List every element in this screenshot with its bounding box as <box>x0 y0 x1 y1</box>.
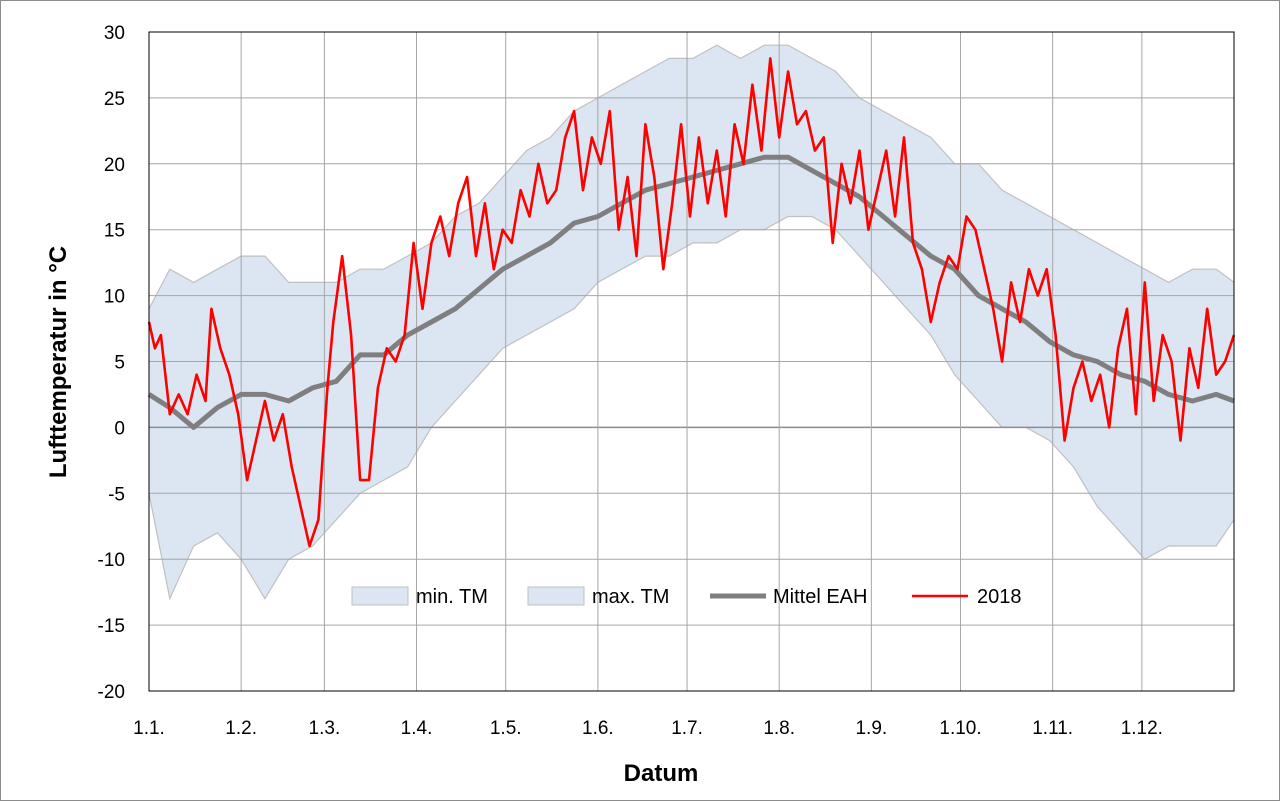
y-axis-ticks: 30 25 20 15 10 5 0 -5 -10 -15 -20 <box>98 23 125 703</box>
y-tick-label: 0 <box>114 418 125 439</box>
min-tm-edge-line <box>148 215 1235 601</box>
legend-swatch-min-tm <box>351 586 409 606</box>
x-tick-label: 1.12. <box>1121 718 1163 739</box>
legend-label-mittel-eah: Mittel EAH <box>773 586 867 608</box>
min-max-band <box>149 45 1234 599</box>
x-tick-label: 1.10. <box>939 718 981 739</box>
x-tick-label: 1.9. <box>855 718 887 739</box>
series-2018-line <box>147 57 1236 548</box>
y-tick-label: 20 <box>104 155 125 176</box>
x-tick-label: 1.2. <box>225 718 257 739</box>
x-axis-title: Datum <box>624 760 699 787</box>
y-tick-label: 5 <box>114 353 125 374</box>
max-tm-edge-line <box>148 44 1235 310</box>
legend: min. TM max. TM Mittel EAH 2018 <box>351 586 1022 608</box>
x-axis-ticks: 1.1. 1.2. 1.3. 1.4. 1.5. 1.6. 1.7. 1.8. 1.9. 1.10… <box>133 718 1163 739</box>
y-axis-title: Lufttemperatur in °C <box>45 246 72 478</box>
x-tick-label: 1.8. <box>763 718 795 739</box>
x-tick-label: 1.4. <box>401 718 433 739</box>
x-tick-label: 1.7. <box>671 718 703 739</box>
plot-border <box>148 31 1235 692</box>
y-tick-label: 15 <box>104 221 125 242</box>
legend-label-2018: 2018 <box>977 586 1022 608</box>
x-tick-label: 1.3. <box>309 718 341 739</box>
y-tick-label: 25 <box>104 89 125 110</box>
x-tick-label: 1.6. <box>582 718 614 739</box>
legend-label-min-tm: min. TM <box>416 586 488 608</box>
x-tick-label: 1.5. <box>490 718 522 739</box>
y-tick-label: -15 <box>98 616 125 637</box>
legend-label-max-tm: max. TM <box>592 586 669 608</box>
x-tick-label: 1.1. <box>133 718 165 739</box>
y-tick-label: -10 <box>98 550 125 571</box>
x-tick-label: 1.11. <box>1032 718 1073 739</box>
y-tick-label: 10 <box>104 287 125 308</box>
legend-swatch-max-tm <box>527 586 585 606</box>
y-tick-label: -5 <box>108 484 125 505</box>
y-tick-label: -20 <box>98 682 125 703</box>
y-tick-label: 30 <box>104 23 125 44</box>
